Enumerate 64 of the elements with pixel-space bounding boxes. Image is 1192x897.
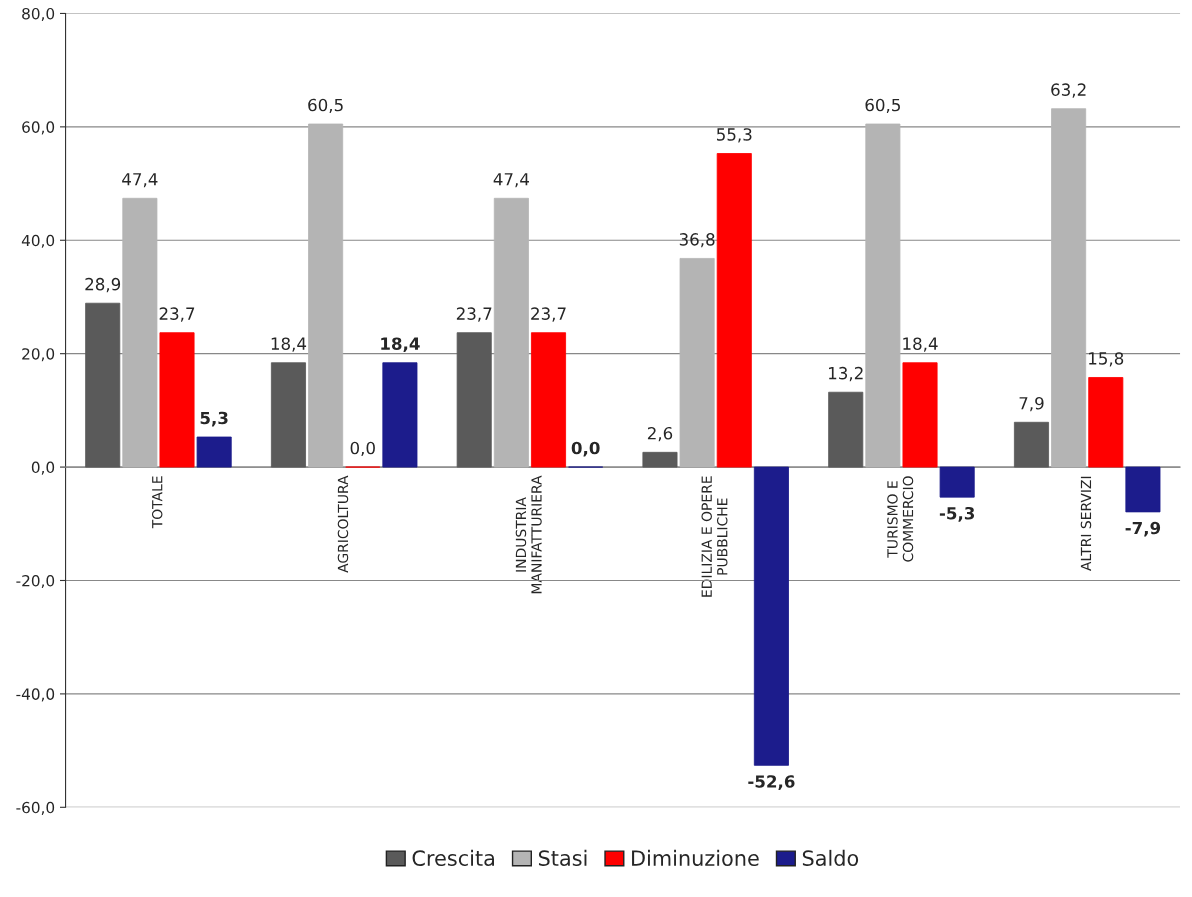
y-tick-label: 20,0 bbox=[22, 348, 55, 362]
bar bbox=[159, 332, 195, 468]
data-label: -52,6 bbox=[748, 775, 795, 790]
data-label: 13,2 bbox=[829, 366, 863, 382]
data-label: -7,9 bbox=[1125, 521, 1161, 537]
bar bbox=[828, 391, 864, 468]
y-tick-label: 80,0 bbox=[22, 7, 55, 22]
x-tick-label: TOTALE bbox=[151, 476, 163, 529]
y-tick-label: -40,0 bbox=[16, 688, 55, 702]
bar bbox=[308, 123, 344, 468]
bar bbox=[382, 362, 418, 468]
y-tick-label: 0,0 bbox=[31, 461, 55, 475]
data-label: 23,7 bbox=[456, 307, 492, 322]
bar bbox=[456, 332, 492, 468]
data-label: 23,7 bbox=[531, 307, 566, 322]
bar bbox=[642, 451, 678, 468]
data-label: 18,4 bbox=[271, 337, 307, 352]
bar bbox=[1088, 377, 1124, 468]
x-tick-label: TURISMO E COMMERCIO bbox=[887, 476, 914, 562]
bar bbox=[493, 197, 529, 468]
data-label: 2,6 bbox=[647, 426, 673, 442]
data-label: 23,7 bbox=[159, 307, 195, 322]
data-label: -5,3 bbox=[939, 506, 975, 522]
legend-label: Diminuzione bbox=[632, 849, 759, 866]
bar bbox=[122, 197, 158, 468]
y-tick-label: 40,0 bbox=[21, 234, 55, 248]
bar bbox=[196, 436, 232, 468]
x-tick-label: AGRICOLTURA bbox=[337, 475, 349, 573]
bar bbox=[716, 153, 752, 468]
legend-label: Stasi bbox=[538, 849, 587, 866]
bar bbox=[1125, 466, 1161, 513]
data-label: 60,5 bbox=[308, 98, 343, 113]
bar bbox=[939, 466, 975, 498]
data-label: 36,8 bbox=[679, 233, 715, 248]
bar bbox=[753, 466, 789, 766]
data-label: 7,9 bbox=[1019, 396, 1044, 412]
data-label: 0,0 bbox=[571, 441, 600, 457]
x-tick-label: ALTRI SERVIZI bbox=[1080, 476, 1092, 571]
x-tick-label: EDILIZIA E OPERE PUBBLICHE bbox=[701, 476, 728, 597]
data-label: 28,9 bbox=[85, 277, 121, 293]
bar bbox=[902, 362, 938, 468]
bar bbox=[85, 302, 121, 468]
data-label: 47,4 bbox=[122, 173, 158, 188]
y-tick-label: -20,0 bbox=[16, 574, 55, 589]
data-label: 5,3 bbox=[200, 411, 228, 427]
x-tick-label: INDUSTRIA MANIFATTURIERA bbox=[515, 475, 542, 594]
data-label: 18,4 bbox=[381, 337, 420, 353]
bar bbox=[270, 362, 306, 468]
data-label: 60,5 bbox=[865, 98, 900, 113]
data-label: 18,4 bbox=[903, 337, 938, 352]
bar bbox=[531, 332, 567, 468]
bar bbox=[1051, 108, 1087, 468]
data-label: 47,4 bbox=[493, 173, 529, 188]
y-tick-label: -60,0 bbox=[16, 801, 55, 815]
bar bbox=[679, 257, 715, 468]
data-label: 15,8 bbox=[1089, 352, 1124, 367]
data-label: 63,2 bbox=[1051, 83, 1086, 98]
data-label: 0,0 bbox=[350, 441, 375, 457]
legend-label: Saldo bbox=[802, 849, 859, 866]
legend-label: Crescita bbox=[412, 849, 494, 866]
bar bbox=[1013, 421, 1049, 468]
data-label: 55,3 bbox=[717, 128, 752, 143]
bar bbox=[865, 123, 901, 468]
y-tick-label: 60,0 bbox=[22, 121, 55, 135]
